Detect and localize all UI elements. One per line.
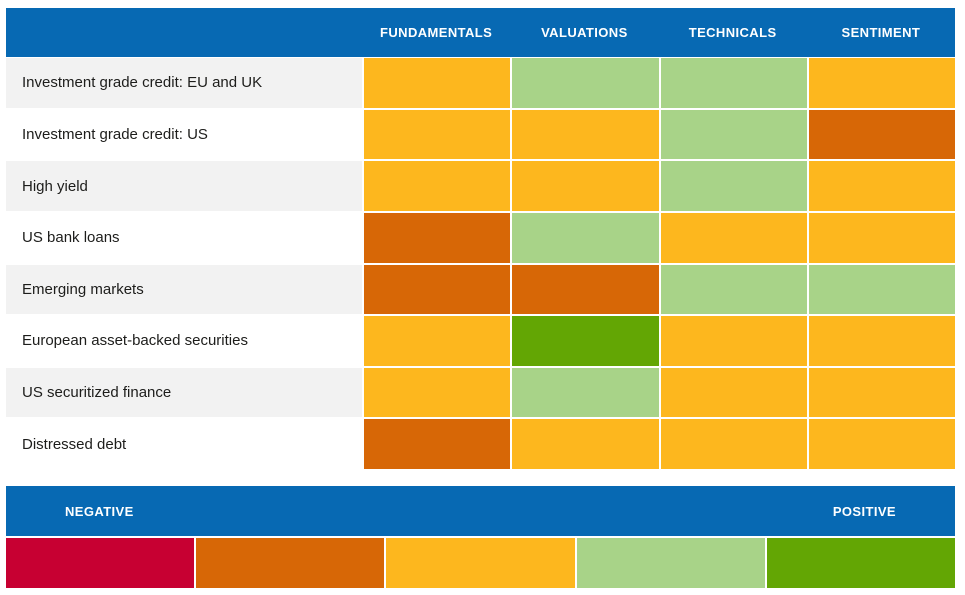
rating-cell-positive (660, 264, 807, 315)
rating-cell-negative (512, 264, 659, 315)
rating-cell-neutral (512, 109, 659, 160)
rating-cell-positive (660, 161, 807, 211)
legend-swatch-negative (196, 538, 385, 588)
rating-cell-neutral (808, 212, 955, 263)
rating-cell-negative (808, 109, 955, 160)
matrix-header: FUNDAMENTALS VALUATIONS TECHNICALS SENTIMEN… (6, 8, 955, 57)
rating-cell-strong_positive (512, 316, 659, 366)
rating-cell-negative (364, 212, 511, 263)
rating-cell-neutral (808, 161, 955, 211)
rating-cell-neutral (364, 161, 511, 211)
row-label: European asset-backed securities (6, 316, 362, 366)
legend-swatch-strong_negative (6, 538, 195, 588)
row-label: US bank loans (6, 212, 362, 263)
rating-cell-neutral (808, 367, 955, 418)
rating-cell-positive (660, 109, 807, 160)
rating-cell-positive (512, 367, 659, 418)
rating-cell-neutral (808, 419, 955, 469)
row-label: High yield (6, 161, 362, 211)
rating-cell-neutral (364, 109, 511, 160)
rating-cell-neutral (364, 58, 511, 108)
legend-bar: NEGATIVE POSITIVE (6, 486, 955, 536)
column-header-technicals: TECHNICALS (688, 25, 777, 40)
row-label: US securitized finance (6, 367, 362, 418)
rating-cell-neutral (660, 419, 807, 469)
legend-negative-label: NEGATIVE (65, 503, 134, 519)
rating-cell-neutral (660, 367, 807, 418)
rating-cell-positive (808, 264, 955, 315)
rating-cell-neutral (660, 316, 807, 366)
matrix-grid: Investment grade credit: EU and UK Invest… (6, 58, 955, 469)
rating-cell-neutral (660, 212, 807, 263)
column-header-valuations: VALUATIONS (541, 25, 628, 40)
row-label: Investment grade credit: US (6, 109, 362, 160)
rating-cell-positive (660, 58, 807, 108)
rating-cell-neutral (364, 367, 511, 418)
rating-cell-neutral (808, 58, 955, 108)
legend-swatch-neutral (386, 538, 575, 588)
legend-swatch-positive (576, 538, 765, 588)
row-label: Distressed debt (6, 419, 362, 469)
rating-cell-neutral (512, 161, 659, 211)
rating-cell-positive (512, 212, 659, 263)
rating-cell-negative (364, 264, 511, 315)
rating-cell-negative (364, 419, 511, 469)
rating-cell-positive (512, 58, 659, 108)
legend-positive-label: POSITIVE (832, 503, 896, 519)
legend-scale (6, 538, 955, 588)
legend-swatch-strong_positive (766, 538, 955, 588)
rating-cell-neutral (808, 316, 955, 366)
column-header-sentiment: SENTIMENT (841, 25, 921, 40)
rating-cell-neutral (512, 419, 659, 469)
column-header-fundamentals: FUNDAMENTALS (380, 25, 493, 40)
rating-cell-neutral (364, 316, 511, 366)
row-label: Investment grade credit: EU and UK (6, 58, 362, 108)
row-label: Emerging markets (6, 264, 362, 315)
